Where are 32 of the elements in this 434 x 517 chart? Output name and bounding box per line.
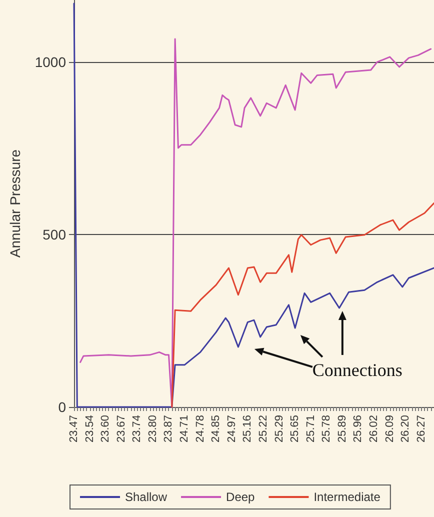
x-tick-label: 25.78 (320, 415, 333, 443)
annotation: Connections (312, 360, 402, 380)
x-tick-label: 23.60 (100, 415, 112, 443)
y-tick-label: 0 (58, 399, 66, 415)
x-tick-label: 26.09 (384, 415, 396, 443)
x-tick-label: 25.16 (242, 415, 254, 443)
x-tick-label: 25.89 (336, 415, 348, 443)
x-tick-label: 23.87 (162, 415, 175, 443)
x-tick-label: 23.80 (146, 415, 159, 443)
legend-label: Intermediate (314, 490, 381, 504)
y-axis-title: Annular Pressure (7, 149, 23, 258)
x-tick-label: 23.54 (84, 415, 96, 443)
x-tick-label: 25.71 (304, 415, 317, 443)
x-tick-label: 24.97 (226, 415, 238, 443)
x-tick-label: 23.74 (131, 415, 144, 443)
x-tick-label: 26.27 (415, 415, 428, 443)
x-tick-label: 23.67 (115, 415, 128, 443)
x-tick-label: 25.96 (352, 415, 364, 443)
x-tick-label: 24.71 (178, 415, 191, 443)
y-tick-label: 500 (42, 226, 66, 243)
line-series (171, 202, 434, 408)
x-tick-label: 24.78 (194, 415, 206, 443)
x-tick-label: 24.85 (210, 415, 222, 443)
y-tick-label: 1000 (34, 54, 66, 70)
x-tick-label: 26.02 (368, 415, 380, 443)
x-tick-label: 26.20 (400, 415, 412, 443)
x-tick-label: 25.65 (289, 415, 302, 443)
x-tick-label: 25.29 (273, 415, 286, 443)
x-tick-label: 25.22 (257, 415, 270, 443)
x-tick-label: 23.47 (68, 415, 80, 443)
legend-label: Deep (226, 490, 256, 504)
legend-label: Shallow (125, 490, 168, 504)
